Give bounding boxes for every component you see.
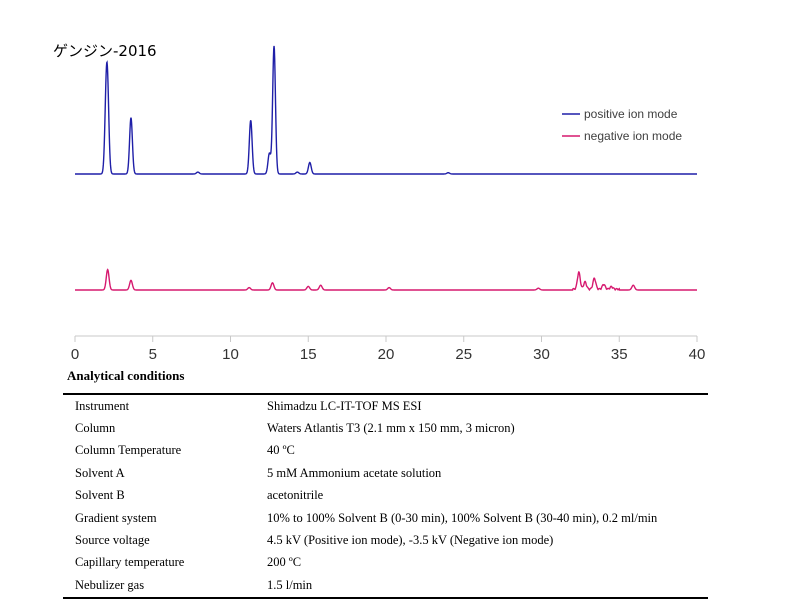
- conditions-row: Nebulizer gas 1.5 l/min: [63, 574, 708, 597]
- conditions-row: Column Waters Atlantis T3 (2.1 mm x 150 m…: [63, 417, 708, 439]
- conditions-row: Gradient system 10% to 100% Solvent B (0-…: [63, 507, 708, 529]
- chart-title: ゲンジン-2016: [53, 42, 157, 60]
- conditions-row: Solvent A 5 mM Ammonium acetate solution: [63, 462, 708, 484]
- condition-value: 5 mM Ammonium acetate solution: [267, 465, 442, 480]
- conditions-row: Instrument Shimadzu LC-IT-TOF MS ESI: [63, 394, 708, 417]
- chromatogram-chart: 0 5 10 15 20 25 30 35 40 positive ion mode negati…: [71, 45, 706, 363]
- condition-value: 4.5 kV (Positive ion mode), -3.5 kV (Neg…: [267, 533, 554, 548]
- x-tick-label: 10: [222, 346, 239, 363]
- condition-key: Gradient system: [75, 510, 157, 525]
- condition-key: Nebulizer gas: [75, 577, 145, 592]
- condition-key: Column: [75, 421, 116, 436]
- x-tick-label: 5: [149, 346, 157, 363]
- condition-key: Capillary temperature: [75, 555, 185, 570]
- condition-key: Source voltage: [75, 533, 150, 548]
- condition-value: Waters Atlantis T3 (2.1 mm x 150 mm, 3 m…: [267, 421, 515, 436]
- condition-value: 200 ºC: [267, 555, 302, 570]
- conditions-row: Source voltage 4.5 kV (Positive ion mode)…: [63, 529, 708, 551]
- conditions-table: Instrument Shimadzu LC-IT-TOF MS ESI Colum…: [63, 393, 708, 599]
- conditions-row: Column Temperature 40 ºC: [63, 440, 708, 462]
- x-tick-label: 35: [611, 346, 628, 363]
- x-tick-label: 15: [300, 346, 317, 363]
- series-line-positive: [75, 45, 697, 175]
- condition-value: 40 ºC: [267, 443, 295, 458]
- condition-value: Shimadzu LC-IT-TOF MS ESI: [267, 398, 422, 413]
- conditions-heading: Analytical conditions: [67, 368, 185, 383]
- condition-key: Instrument: [75, 398, 130, 413]
- condition-key: Solvent B: [75, 488, 125, 503]
- x-tick-label: 0: [71, 346, 79, 363]
- legend-label: negative ion mode: [584, 129, 682, 143]
- x-tick-label: 20: [378, 346, 395, 363]
- x-tick-label: 40: [689, 346, 706, 363]
- x-tick-label: 30: [533, 346, 550, 363]
- condition-value: 1.5 l/min: [267, 577, 313, 592]
- legend-label: positive ion mode: [584, 107, 678, 121]
- condition-key: Solvent A: [75, 465, 125, 480]
- conditions-row: Capillary temperature 200 ºC: [63, 552, 708, 574]
- conditions-row: Solvent B acetonitrile: [63, 485, 708, 507]
- condition-value: acetonitrile: [267, 488, 324, 503]
- series-line-negative: [75, 268, 697, 292]
- condition-key: Column Temperature: [75, 443, 182, 458]
- x-tick-label: 25: [455, 346, 472, 363]
- condition-value: 10% to 100% Solvent B (0-30 min), 100% S…: [267, 510, 658, 525]
